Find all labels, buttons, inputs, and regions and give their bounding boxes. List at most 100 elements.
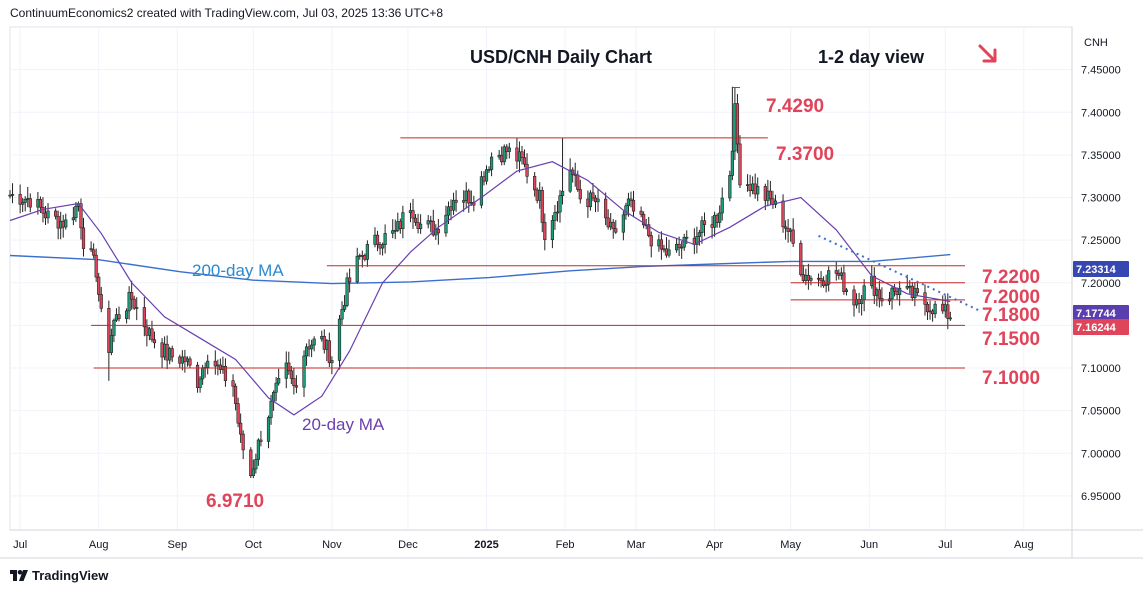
candle-body [269,400,273,418]
tradingview-brand-label: TradingView [32,568,109,583]
candle-body [21,202,25,205]
level-label: 7.2000 [982,287,1040,308]
tradingview-brand[interactable]: TradingView [10,568,108,583]
candle-body [730,150,734,176]
candle-body [520,151,524,158]
candle-body [517,151,522,162]
plot-area [9,26,1073,531]
candle-body [550,220,555,241]
candle-body [915,288,919,294]
candle-body [61,220,65,228]
candle-body [715,214,719,223]
candle-body [99,294,103,309]
candle-body [165,343,169,361]
candle-body [358,255,362,257]
candle-body [568,169,572,192]
candle-body [259,439,263,442]
candle-body [898,287,902,295]
candle-body [348,277,352,283]
candle-body [479,176,484,206]
candle-body [842,272,846,292]
candle-body [680,246,684,249]
ma200-label: 200-day MA [192,261,284,280]
candle-body [806,274,811,281]
candle-body [168,348,172,361]
candle-body [609,221,613,228]
y-tick-label: 7.30000 [1081,193,1121,205]
candle-body [720,197,724,214]
price-tag-label: 7.23314 [1076,264,1117,276]
candle-body [748,184,752,191]
candle-body [525,163,529,177]
candle-body [451,199,456,211]
candle-body [43,212,48,219]
candle-body [23,198,27,203]
candle-body [107,308,111,353]
candle-body [624,205,628,216]
candle-body [180,356,184,364]
candle-body [223,365,228,381]
x-tick-label: Sep [167,539,187,551]
candle-body [697,232,702,237]
candle-body [555,211,560,214]
candle-body [195,364,200,388]
candle-body [160,342,164,358]
annotations-group: USD/CNH Daily Chart 1-2 day view 200-day M… [192,44,997,434]
candle-body [718,212,722,223]
candle-body [928,310,932,313]
candle-body [629,198,633,201]
candle-body [751,183,755,191]
candle-body [844,289,849,292]
candle-body [10,194,15,196]
candle-body [363,255,367,260]
candle-body [97,276,101,295]
y-tick-label: 7.40000 [1081,107,1121,119]
candle-body [373,234,377,245]
candle-body [895,290,899,295]
candle-body [132,298,136,309]
candle-body [327,340,331,364]
y-tick-label: 7.25000 [1081,235,1121,247]
candle-body [586,198,590,208]
candle-body [875,289,879,296]
candle-body [560,190,565,196]
candle-body [946,304,950,319]
view-label: 1-2 day view [818,47,925,67]
candle-body [411,210,415,219]
candle-body [910,285,914,299]
candle-body [375,234,380,245]
x-tick-label: 2025 [474,539,498,551]
candle-body [948,317,952,320]
candle-body [578,189,582,200]
chart-grid [9,26,1073,531]
candle-body [277,378,281,384]
candle-body [862,285,866,300]
candle-body [553,212,557,221]
candle-body [383,233,387,245]
candle-body [302,355,306,388]
candle-body [533,175,537,191]
axes-group: 7.45000 7.40000 7.35000 7.30000 7.25000 7.200… [0,27,1143,559]
candle-body [109,335,113,353]
candle-body [147,328,152,336]
price-tag [1073,305,1129,321]
candle-body [502,146,506,163]
candle-body [766,190,770,201]
candle-body [94,254,98,278]
candle-body [198,378,202,388]
candle-body [535,189,539,201]
level-label: 7.1800 [982,305,1040,326]
candle-body [753,183,757,195]
candle-body [449,206,453,211]
candle-body [284,362,288,379]
candle-body [695,236,699,245]
candle-body [819,278,823,282]
candle-body [274,382,278,393]
y-tick-label: 7.00000 [1081,448,1121,460]
candle-body [905,286,909,289]
candle-body [870,275,874,287]
level-label: 7.2200 [982,267,1040,288]
candle-body [677,243,681,249]
x-tick-label: Aug [1014,539,1034,551]
